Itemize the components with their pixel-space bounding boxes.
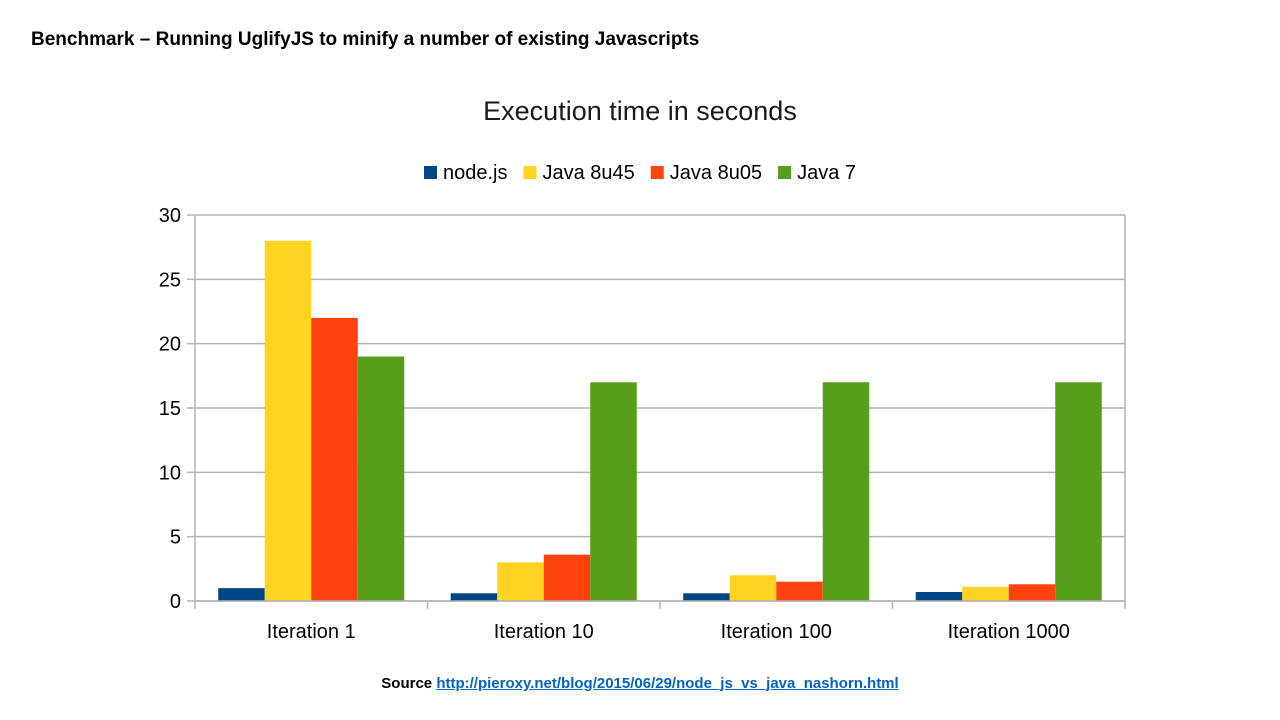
bar-node-js-3 bbox=[683, 593, 730, 601]
y-tick-label: 5 bbox=[170, 527, 181, 549]
bar-java-7-2 bbox=[590, 382, 637, 601]
slide-title: Benchmark – Running UglifyJS to minify a… bbox=[31, 29, 700, 50]
bar-java-7-1 bbox=[357, 356, 405, 601]
chart-axes bbox=[187, 214, 1126, 609]
bar-java-8u05-4 bbox=[1008, 584, 1056, 601]
x-tick-label: Iteration 1 bbox=[267, 621, 356, 643]
bar-java-8u05-3 bbox=[776, 581, 823, 601]
source-label: Source bbox=[381, 675, 433, 692]
y-tick-label: 10 bbox=[159, 462, 181, 484]
bar-java-7-3 bbox=[822, 382, 870, 601]
y-tick-label: 15 bbox=[159, 398, 181, 420]
bar-java-8u45-2 bbox=[497, 562, 544, 601]
bar-java-8u45-4 bbox=[962, 586, 1009, 601]
source-line: Source http://pieroxy.net/blog/2015/06/2… bbox=[0, 675, 1280, 692]
bar-java-8u05-1 bbox=[311, 317, 358, 601]
y-tick-label: 20 bbox=[159, 334, 181, 356]
chart-legend: node.js Java 8u45 Java 8u05 Java 7 bbox=[423, 162, 856, 184]
x-tick-label: Iteration 1000 bbox=[948, 621, 1070, 643]
bar-node-js-2 bbox=[450, 593, 498, 601]
legend-swatch bbox=[523, 166, 537, 179]
bar-node-js-4 bbox=[915, 591, 963, 601]
bar-java-7-4 bbox=[1055, 382, 1102, 601]
legend-label: node.js bbox=[443, 162, 508, 184]
chart-bars bbox=[218, 240, 1102, 601]
legend-label: Java 8u05 bbox=[670, 162, 762, 184]
legend-label: Java 8u45 bbox=[542, 162, 634, 184]
legend-label: Java 7 bbox=[797, 162, 856, 184]
y-tick-label: 0 bbox=[170, 591, 181, 613]
y-tick-label: 25 bbox=[159, 269, 181, 291]
x-tick-label: Iteration 10 bbox=[494, 621, 594, 643]
bar-node-js-1 bbox=[218, 588, 265, 601]
bar-java-8u45-3 bbox=[729, 575, 777, 601]
bar-java-8u05-2 bbox=[543, 554, 591, 601]
source-link[interactable]: http://pieroxy.net/blog/2015/06/29/node_… bbox=[436, 675, 899, 692]
chart-tick-labels: 0 5 10 15 20 25 30 Iteration 1 Iteration 10 Itera… bbox=[159, 205, 1070, 643]
legend-swatch bbox=[778, 166, 792, 179]
bar-java-8u45-1 bbox=[264, 240, 312, 601]
legend-swatch bbox=[423, 166, 437, 179]
chart-title: Execution time in seconds bbox=[483, 96, 797, 126]
legend-swatch bbox=[650, 166, 664, 179]
y-tick-label: 30 bbox=[159, 205, 181, 227]
x-tick-label: Iteration 100 bbox=[721, 621, 832, 643]
